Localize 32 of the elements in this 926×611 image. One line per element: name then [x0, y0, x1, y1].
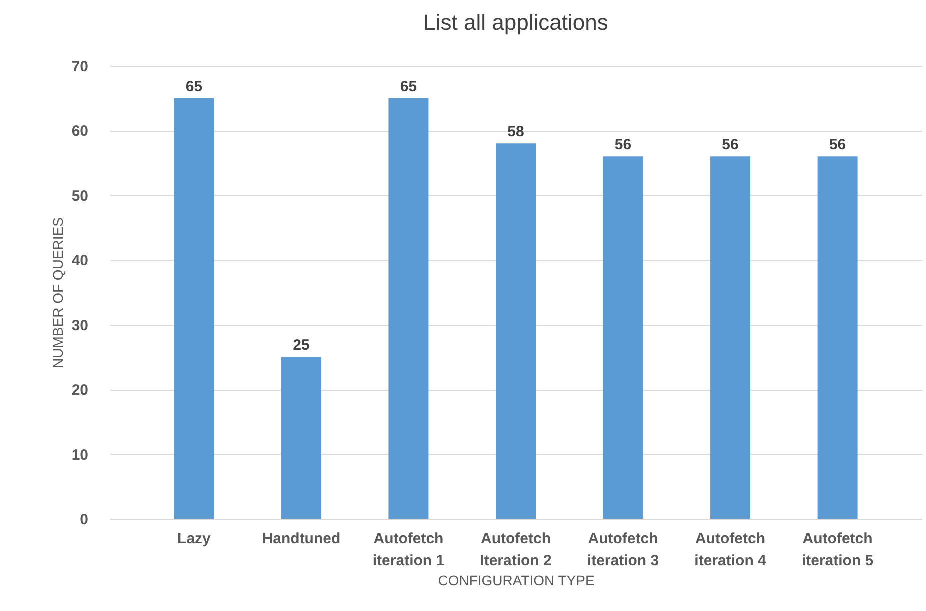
data-label: 56 [829, 136, 846, 154]
x-tick-label: Autofetch iteration 5 [802, 530, 874, 570]
data-label: 65 [400, 78, 418, 96]
y-tick-label: 20 [72, 382, 88, 400]
y-tick-label: 0 [80, 512, 88, 528]
x-axis-title: CONFIGURATION TYPE [438, 572, 595, 588]
data-label: 56 [722, 136, 739, 154]
y-axis-title: NUMBER OF QUERIES [50, 218, 66, 368]
x-tick-label: Handtuned [262, 530, 341, 548]
bar [388, 98, 429, 519]
chart-title: List all applications [424, 10, 608, 35]
bar [710, 156, 751, 519]
bar [818, 156, 858, 519]
y-tick-label: 40 [72, 252, 88, 270]
x-tick-label: Autofetch iteration 4 [694, 530, 768, 570]
bar [281, 357, 322, 519]
x-tick-label: Lazy [178, 530, 212, 548]
bar [603, 156, 644, 519]
y-tick-label: 50 [72, 188, 88, 205]
data-label: 65 [186, 78, 203, 96]
y-tick-label: 30 [72, 317, 88, 334]
data-label: 25 [293, 337, 310, 354]
y-tick-label: 60 [72, 123, 88, 140]
bar [496, 144, 536, 519]
data-label: 58 [508, 124, 524, 141]
x-tick-label: Autofetch Iteration 2 [480, 530, 552, 570]
x-tick-label: Autofetch iteration 1 [372, 530, 445, 570]
y-tick-label: 70 [72, 58, 88, 76]
bar [174, 98, 214, 519]
data-label: 56 [614, 136, 632, 154]
y-tick-label: 10 [72, 446, 88, 464]
x-tick-label: Autofetch iteration 3 [587, 530, 660, 570]
